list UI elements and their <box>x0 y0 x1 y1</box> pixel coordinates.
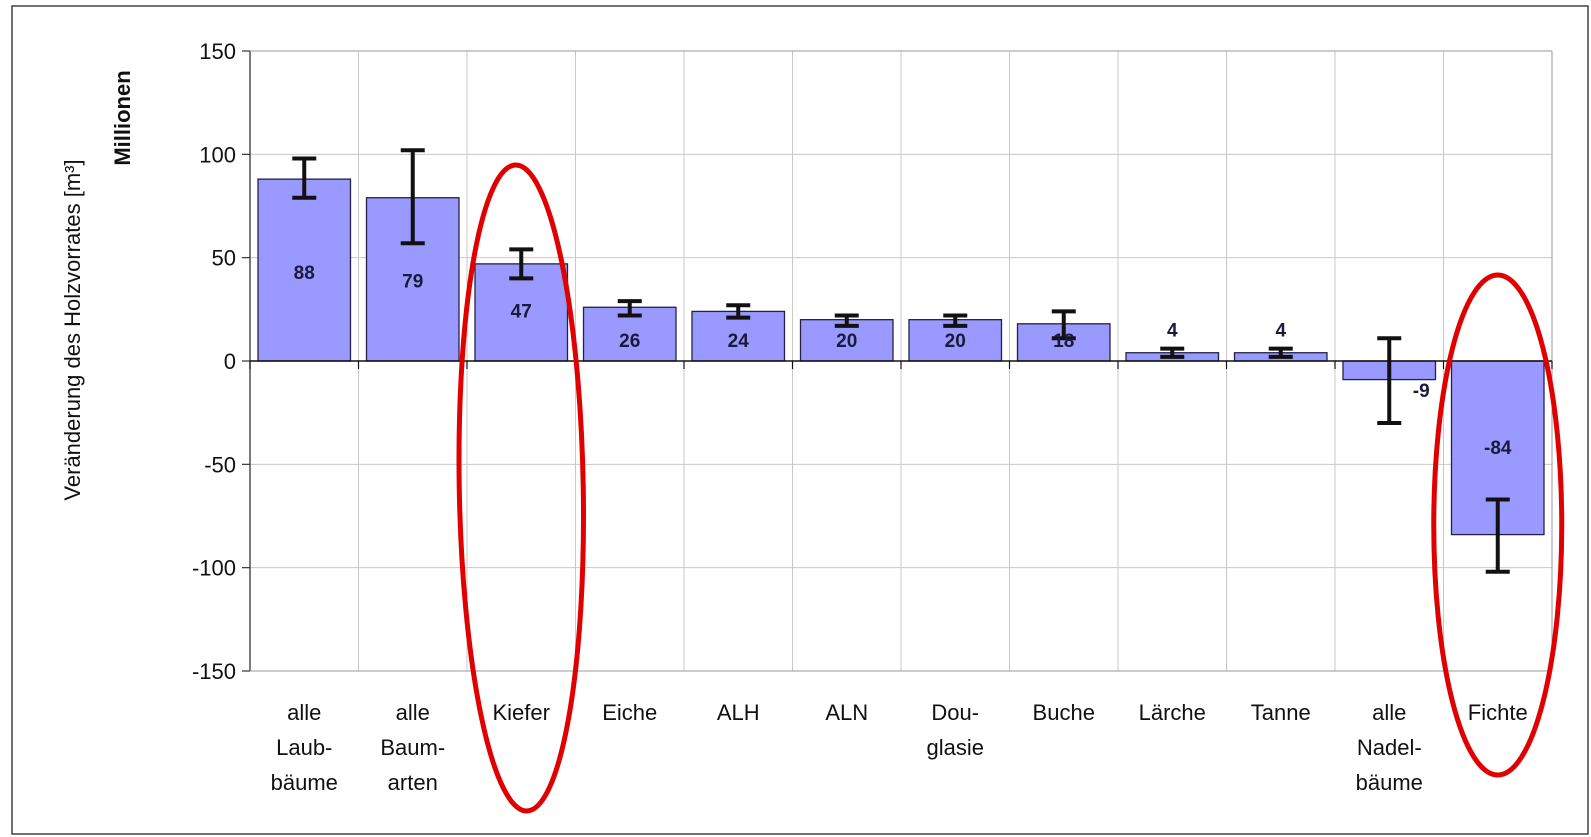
value-label: 4 <box>1167 321 1178 342</box>
y-axis-title: Veränderung des Holzvorrates [m³] <box>60 159 85 500</box>
y-tick-label: 50 <box>212 246 236 271</box>
error-bar <box>1051 309 1076 341</box>
category-label-line: Nadel- <box>1357 735 1422 760</box>
error-bar <box>292 156 317 200</box>
value-label: 20 <box>836 331 857 352</box>
error-bar <box>509 247 534 281</box>
axes <box>242 50 1553 672</box>
category-label-line: Fichte <box>1468 700 1528 725</box>
category-label: Kiefer <box>493 700 550 725</box>
category-label-line: glasie <box>927 735 984 760</box>
y-tick-label: 100 <box>199 142 236 167</box>
category-label: alle Nadel-bäume <box>1356 700 1423 795</box>
category-label: Fichte <box>1468 700 1528 725</box>
value-label: 4 <box>1275 321 1286 342</box>
value-label: -9 <box>1413 381 1430 402</box>
category-label-line: arten <box>388 770 438 795</box>
category-label: Lärche <box>1139 700 1206 725</box>
y-tick-label: -100 <box>192 556 236 581</box>
category-label-line: Buche <box>1033 700 1095 725</box>
category-label: ALN <box>825 700 868 725</box>
category-label-line: ALH <box>717 700 760 725</box>
category-label-line: Kiefer <box>493 700 550 725</box>
category-label: Tanne <box>1251 700 1311 725</box>
category-label-line: Lärche <box>1139 700 1206 725</box>
error-bar <box>726 303 751 320</box>
error-bar <box>1268 346 1293 359</box>
y-tick-labels: 150 100 50 0 -50 -100 -150 <box>192 39 236 684</box>
category-label-line: Dou- <box>931 700 979 725</box>
error-bar <box>1377 336 1402 425</box>
category-label: alle Baum-arten <box>380 700 445 795</box>
highlight-ellipse <box>456 162 586 814</box>
value-label: 20 <box>945 331 966 352</box>
category-label: Dou-glasie <box>927 700 984 760</box>
value-label: 18 <box>1053 331 1074 352</box>
value-label: -84 <box>1484 438 1512 459</box>
y-axis-unit: Millionen <box>110 70 135 165</box>
outer-border <box>11 5 1589 835</box>
category-label-line: alle <box>287 700 321 725</box>
category-label-line: Laub- <box>276 735 332 760</box>
error-bar <box>1485 497 1510 574</box>
bar <box>691 310 786 362</box>
category-label: ALH <box>717 700 760 725</box>
x-category-labels: alle Laub-bäume alle Baum-arten Kiefer Eiche A… <box>271 700 1528 795</box>
category-label: Buche <box>1033 700 1095 725</box>
error-bar <box>1160 346 1185 359</box>
category-label-line: bäume <box>271 770 338 795</box>
y-tick-label: -150 <box>192 659 236 684</box>
category-label-line: Eiche <box>602 700 657 725</box>
y-tick-label: -50 <box>204 452 236 477</box>
category-label-line: Tanne <box>1251 700 1311 725</box>
value-label: 26 <box>619 331 640 352</box>
category-label: Eiche <box>602 700 657 725</box>
y-tick-label: 150 <box>199 39 236 64</box>
error-bar <box>400 148 425 246</box>
value-label: 24 <box>728 331 750 352</box>
error-bars <box>292 148 1510 574</box>
value-label: 88 <box>294 263 315 284</box>
error-bar <box>943 313 968 328</box>
category-label-line: alle <box>1372 700 1406 725</box>
category-label-line: ALN <box>825 700 868 725</box>
value-label: 47 <box>511 301 532 322</box>
value-labels: 88 79 47 26 24 20 20 18 4 4 -9 -84 <box>294 263 1512 459</box>
highlight-circles <box>456 162 1565 814</box>
category-label-line: bäume <box>1356 770 1423 795</box>
category-label: alle Laub-bäume <box>271 700 338 795</box>
error-bar <box>834 313 859 328</box>
category-label-line: alle <box>396 700 430 725</box>
error-bar <box>617 299 642 318</box>
value-label: 79 <box>402 272 423 293</box>
highlight-ellipse <box>1431 272 1565 778</box>
category-label-line: Baum- <box>380 735 445 760</box>
y-tick-label: 0 <box>224 349 236 374</box>
